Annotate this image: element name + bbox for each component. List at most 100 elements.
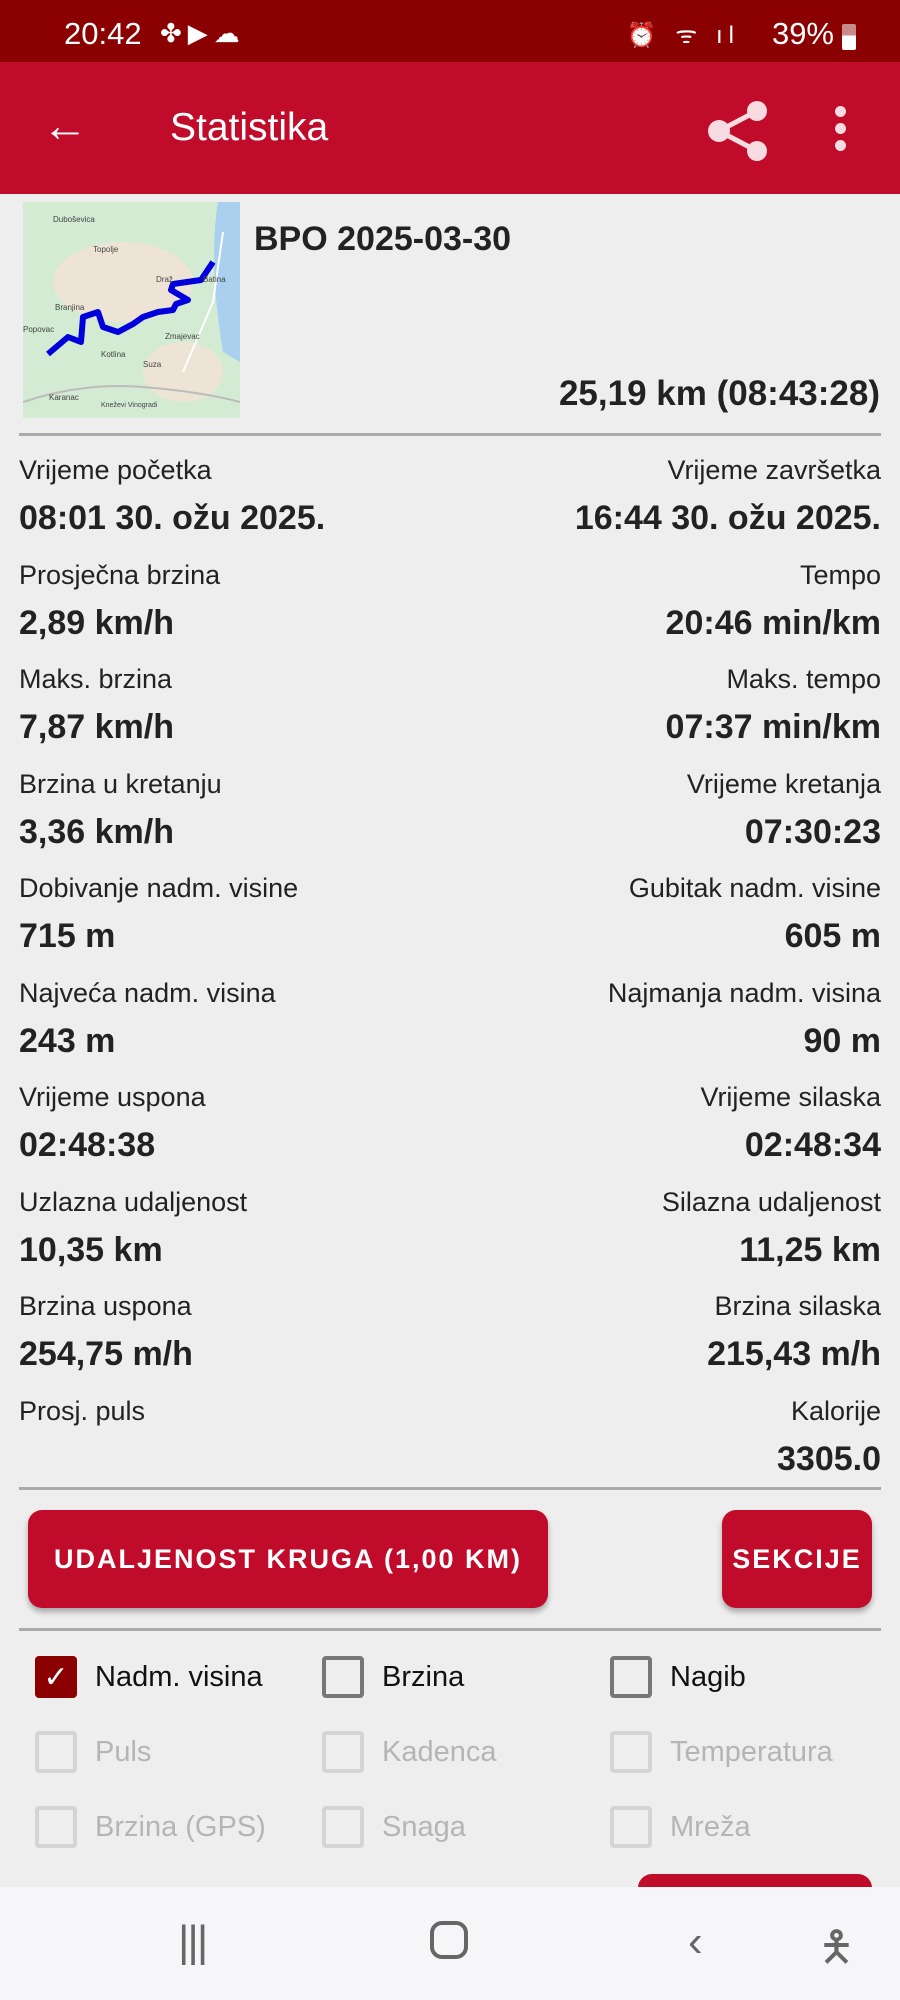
stat-label: Gubitak nadm. visine (628, 873, 881, 903)
stat-label: Brzina uspona (19, 1291, 192, 1321)
lap-distance-button[interactable]: UDALJENOST KRUGA (1,00 KM) (28, 1510, 548, 1608)
stat-label: Prosječna brzina (19, 559, 221, 590)
stat-value: 3305.0 (777, 1439, 881, 1478)
stat-label: Vrijeme početka (19, 455, 212, 485)
back-arrow-icon[interactable]: ← (42, 99, 88, 151)
stat-label: Brzina u kretanju (19, 768, 222, 799)
stat-value: 2,89 km/h (19, 603, 174, 642)
stat-right: Kalorije 3305.0 (441, 1396, 881, 1479)
stat-label: Tempo (799, 559, 881, 590)
stat-value: 07:37 min/km (665, 708, 881, 746)
track-name: BPO 2025-03-30 (254, 220, 512, 258)
checkbox-label: Snaga (382, 1810, 466, 1843)
sections-button[interactable]: SEKCIJE (722, 1510, 872, 1608)
page-title: Statistika (170, 106, 329, 149)
stat-value: 215,43 m/h (707, 1335, 881, 1373)
back-nav-icon[interactable]: ‹ (688, 1917, 703, 1966)
checkbox-brzina[interactable]: Brzina (322, 1655, 464, 1699)
share-icon[interactable] (705, 100, 771, 162)
stat-left: Prosječna brzina 2,89 km/h (19, 560, 459, 643)
checkbox-nagib[interactable]: Nagib (610, 1655, 746, 1699)
stat-left: Uzlazna udaljenost 10,35 km (19, 1187, 459, 1270)
stat-left: Vrijeme uspona 02:48:38 (19, 1082, 459, 1165)
stat-value: 3,36 km/h (19, 812, 174, 851)
stat-label: Najmanja nadm. visina (607, 977, 881, 1008)
battery-percent: 39% (771, 16, 834, 51)
stat-label: Kalorije (790, 1395, 881, 1426)
checkbox-label: Brzina (382, 1660, 465, 1693)
home-icon[interactable] (430, 1921, 468, 1959)
checkbox-checked-icon[interactable]: ✓ (35, 1656, 77, 1698)
checkbox-icon[interactable] (610, 1806, 652, 1848)
track-line (46, 260, 216, 357)
map-label: Batina (203, 275, 226, 284)
checkbox-icon[interactable] (35, 1806, 77, 1848)
stat-right: Brzina silaska 215,43 m/h (441, 1291, 881, 1374)
divider (19, 433, 881, 436)
accessibility-icon[interactable]: 🯅 (818, 1923, 855, 1970)
map-label: Kneževi Vinogradi (101, 402, 158, 409)
stat-value: 08:01 30. ožu 2025. (19, 499, 326, 537)
checkbox-nadm-visina[interactable]: ✓ Nadm. visina (35, 1655, 263, 1699)
stat-value: 90 m (803, 1021, 882, 1060)
checkbox-icon[interactable] (322, 1656, 364, 1698)
checkbox-label: Mreža (670, 1810, 751, 1843)
stat-label: Maks. brzina (19, 664, 173, 694)
map-label: Duboševica (53, 215, 95, 224)
stat-value: 254,75 m/h (19, 1335, 193, 1373)
notification-icons: ✤▶☁ (160, 18, 246, 48)
checkbox-brzina-gps-[interactable]: Brzina (GPS) (35, 1805, 266, 1849)
track-map-thumbnail[interactable]: Duboševica Topolje Draž Batina Branjina … (23, 202, 240, 418)
system-icons: ⏰ ᯤ ıl (626, 22, 740, 49)
status-bar: 20:42 ✤▶☁ ⏰ ᯤ ıl 39% (0, 0, 900, 62)
stat-label: Uzlazna udaljenost (19, 1186, 248, 1217)
stat-label: Vrijeme uspona (19, 1082, 206, 1112)
stat-left: Prosj. puls (19, 1396, 459, 1440)
stat-right: Tempo 20:46 min/km (441, 560, 881, 643)
stat-value: 20:46 min/km (665, 603, 881, 642)
checkbox-label: Nadm. visina (95, 1660, 263, 1693)
stat-label: Brzina silaska (714, 1291, 881, 1321)
stat-left: Vrijeme početka 08:01 30. ožu 2025. (19, 455, 459, 538)
map-label: Karanac (49, 393, 79, 402)
stat-label: Dobivanje nadm. visine (19, 873, 299, 903)
stat-value: 16:44 30. ožu 2025. (574, 499, 881, 537)
more-options-icon[interactable] (835, 106, 847, 157)
recent-apps-icon[interactable]: ||| (178, 1917, 208, 1966)
stat-value: 11,25 km (739, 1230, 881, 1269)
checkbox-temperatura[interactable]: Temperatura (610, 1730, 833, 1774)
checkbox-icon[interactable] (610, 1656, 652, 1698)
stat-left: Brzina u kretanju 3,36 km/h (19, 769, 459, 852)
battery-icon (842, 24, 856, 50)
map-label: Topolje (93, 245, 119, 254)
stat-label: Silazna udaljenost (661, 1186, 881, 1217)
divider (19, 1487, 881, 1490)
stat-label: Vrijeme silaska (700, 1082, 881, 1112)
app-bar: ← Statistika (0, 62, 900, 194)
stat-left: Brzina uspona 254,75 m/h (19, 1291, 459, 1374)
stat-label: Vrijeme završetka (667, 455, 881, 485)
checkbox-icon[interactable] (322, 1731, 364, 1773)
checkbox-icon[interactable] (35, 1731, 77, 1773)
stat-right: Vrijeme silaska 02:48:34 (441, 1082, 881, 1165)
stat-left: Dobivanje nadm. visine 715 m (19, 873, 459, 956)
checkbox-snaga[interactable]: Snaga (322, 1805, 466, 1849)
stat-right: Maks. tempo 07:37 min/km (441, 664, 881, 747)
map-label: Draž (156, 275, 173, 284)
stat-value: 243 m (19, 1021, 116, 1060)
stat-value: 02:48:34 (744, 1126, 881, 1164)
stat-value: 10,35 km (19, 1230, 163, 1269)
checkbox-puls[interactable]: Puls (35, 1730, 151, 1774)
stat-right: Gubitak nadm. visine 605 m (441, 873, 881, 956)
checkbox-icon[interactable] (322, 1806, 364, 1848)
map-label: Zmajevac (165, 332, 200, 341)
stat-value: 02:48:38 (19, 1126, 156, 1164)
stat-value: 7,87 km/h (19, 708, 174, 746)
checkbox-kadenca[interactable]: Kadenca (322, 1730, 497, 1774)
checkbox-mreža[interactable]: Mreža (610, 1805, 751, 1849)
checkbox-label: Kadenca (382, 1735, 497, 1768)
checkbox-icon[interactable] (610, 1731, 652, 1773)
map-label: Suza (143, 360, 162, 369)
map-label: Branjina (55, 303, 85, 312)
stat-right: Vrijeme završetka 16:44 30. ožu 2025. (441, 455, 881, 538)
